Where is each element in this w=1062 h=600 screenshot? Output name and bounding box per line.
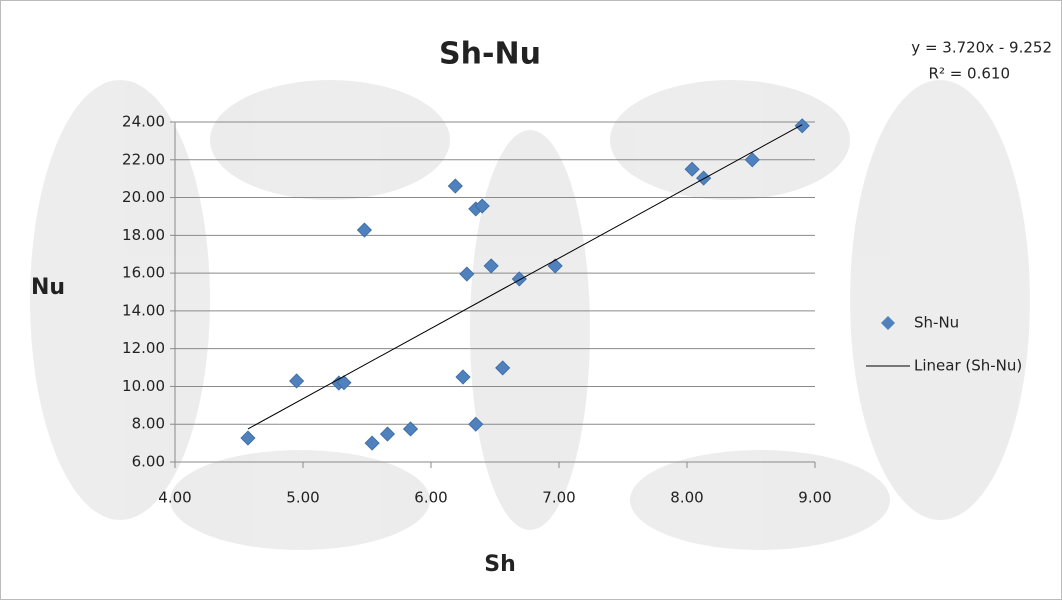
legend-marker [881,316,895,330]
x-tick-label: 7.00 [542,489,575,507]
y-tick-label: 6.00 [132,453,165,471]
x-tick-label: 8.00 [670,489,703,507]
y-tick-label: 24.00 [122,113,165,131]
point [364,435,380,451]
point [483,258,499,274]
point [474,198,490,214]
point [447,178,463,194]
point [495,360,511,376]
x-tick-label: 4.00 [158,489,191,507]
y-tick-label: 18.00 [122,226,165,244]
x-axis-title: Sh [484,552,516,577]
point [794,118,810,134]
chart-title: Sh-Nu [439,37,541,72]
y-tick-label: 22.00 [122,150,165,168]
trend-r2: R² = 0.610 [929,65,1010,83]
y-tick-label: 14.00 [122,301,165,319]
y-tick-label: 8.00 [132,415,165,433]
y-tick-label: 20.00 [122,188,165,206]
point [459,266,475,282]
x-tick-label: 9.00 [798,489,831,507]
point [336,375,352,391]
trend-equation: y = 3.720x - 9.252 [911,39,1052,57]
legend-label: Linear (Sh-Nu) [914,357,1022,375]
y-axis-title: Nu [31,275,65,300]
point [684,161,700,177]
trendline [247,124,803,430]
point [468,416,484,432]
x-tick-label: 5.00 [286,489,319,507]
point [289,373,305,389]
point [511,271,527,287]
point [455,369,471,385]
legend-label: Sh-Nu [914,314,959,332]
point [240,430,256,446]
point [402,421,419,437]
y-tick-label: 16.00 [122,264,165,282]
x-tick-label: 6.00 [414,489,447,507]
y-tick-label: 12.00 [122,339,165,357]
point [356,222,373,238]
watermark [30,80,1030,550]
point [379,426,396,442]
point [744,152,760,168]
y-tick-label: 10.00 [122,377,165,395]
